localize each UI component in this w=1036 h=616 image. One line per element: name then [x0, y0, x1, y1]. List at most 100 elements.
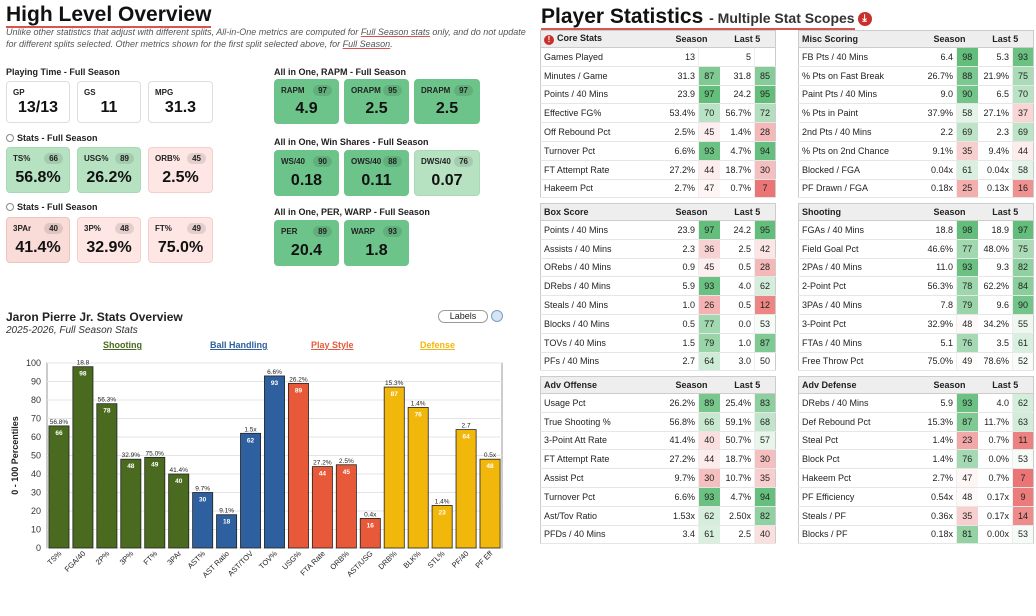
labels-button[interactable]: Labels: [438, 310, 488, 323]
table-row: PF Efficiency 0.54x 48 0.17x 9: [798, 487, 1034, 507]
table-header: Shooting Season Last 5: [798, 203, 1034, 221]
season-value: 1.0: [663, 295, 699, 315]
table-title: Adv Offense: [544, 380, 598, 390]
bar-value-label: 41.4%: [169, 467, 188, 474]
table-row: Games Played 13 5: [540, 47, 776, 67]
overview-note: Unlike other statistics that adjust with…: [6, 27, 526, 49]
table-row: Block Pct 1.4% 76 0.0% 53: [798, 449, 1034, 470]
labels-toggle[interactable]: [491, 310, 503, 322]
row-label: Ast/Tov Ratio: [540, 506, 664, 526]
table-header: Adv Offense Season Last 5: [540, 376, 776, 394]
y-tick-label: 20: [31, 506, 41, 516]
season-value: 2.7%: [663, 179, 699, 199]
table-row: Field Goal Pct 46.6% 77 48.0% 75: [798, 239, 1034, 259]
row-label: Steal Pct: [798, 431, 922, 451]
table-row: FTAs / 40 Mins 5.1 76 3.5 61: [798, 333, 1034, 353]
col-season: Season: [663, 203, 720, 221]
stat-card-per: PER 89 20.4: [274, 220, 339, 266]
row-label: DRebs / 40 Mins: [798, 393, 922, 413]
season-percentile: 89: [698, 393, 720, 413]
radio-icon[interactable]: [6, 134, 14, 142]
season-percentile: 88: [956, 66, 978, 86]
bar-value-label: 1.5x: [244, 426, 257, 433]
radio-icon[interactable]: [6, 203, 14, 211]
row-label: Assist Pct: [540, 468, 664, 488]
table-row: PF Drawn / FGA 0.18x 25 0.13x 16: [798, 179, 1034, 199]
bar-percentile-label: 89: [295, 387, 303, 394]
last5-percentile: 68: [754, 412, 776, 432]
season-percentile: 23: [956, 431, 978, 451]
x-tick-label: FGA/40: [63, 549, 88, 574]
y-tick-label: 100: [26, 358, 41, 368]
season-percentile: 66: [698, 412, 720, 432]
last5-percentile: 95: [754, 220, 776, 240]
bar-percentile-label: 48: [127, 463, 135, 470]
x-tick-label: FTA Rate: [298, 549, 326, 577]
row-label: FT Attempt Rate: [540, 449, 664, 470]
season-percentile: 98: [956, 47, 978, 67]
bar: [48, 425, 70, 549]
bar-percentile-label: 98: [79, 371, 87, 378]
stat-card-gp: GP 13/13: [6, 81, 70, 123]
table-title: Box Score: [544, 207, 589, 217]
stat-card-mpg: MPG 31.3: [148, 81, 213, 123]
row-label: 2PAs / 40 Mins: [798, 258, 922, 278]
season-percentile: 77: [698, 314, 720, 334]
last5-percentile: 75: [1012, 66, 1034, 86]
last5-value: 0.00x: [977, 525, 1013, 545]
row-label: Assists / 40 Mins: [540, 239, 664, 259]
last5-value: 0.7%: [977, 468, 1013, 488]
bar-percentile-label: 16: [367, 522, 375, 529]
table-row: Steals / PF 0.36x 35 0.17x 14: [798, 506, 1034, 526]
season-value: 26.2%: [663, 393, 699, 413]
full-season-link[interactable]: Full Season: [342, 38, 391, 49]
chart-title: Jaron Pierre Jr. Stats Overview: [6, 310, 183, 324]
bar-value-label: 27.2%: [313, 460, 332, 467]
stats-table-box-score: Box Score Season Last 5 Points / 40 Mins 23.…: [540, 203, 776, 372]
season-value: 0.18x: [921, 179, 957, 199]
season-value: 5.1: [921, 333, 957, 353]
season-percentile: 97: [698, 85, 720, 105]
season-value: 31.3: [663, 66, 699, 86]
playing-time-label: Playing Time - Full Season: [6, 67, 120, 77]
bar-value-label: 6.6%: [267, 369, 282, 376]
row-label: Off Rebound Pct: [540, 122, 664, 142]
bar: [383, 386, 405, 549]
row-label: Block Pct: [798, 449, 922, 470]
y-tick-label: 0: [36, 543, 41, 553]
row-label: FGAs / 40 Mins: [798, 220, 922, 240]
table-row: TOVs / 40 Mins 1.5 79 1.0 87: [540, 333, 776, 353]
row-label: DRebs / 40 Mins: [540, 276, 664, 297]
last5-value: 4.0: [719, 276, 755, 297]
bar-percentile-label: 64: [462, 434, 470, 441]
last5-percentile: 12: [754, 295, 776, 315]
table-row: Assists / 40 Mins 2.3 36 2.5 42: [540, 239, 776, 259]
stats-label-1[interactable]: Stats - Full Season: [6, 133, 98, 143]
export-icon[interactable]: ⤓: [857, 12, 872, 26]
bar-value-label: 56.3%: [98, 397, 117, 404]
season-percentile: 93: [956, 393, 978, 413]
stats-label-2[interactable]: Stats - Full Season: [6, 202, 98, 212]
last5-percentile: 30: [754, 160, 776, 180]
last5-value: 4.7%: [719, 141, 755, 161]
season-percentile: 49: [956, 352, 978, 372]
row-label: Hakeem Pct: [798, 468, 922, 488]
stats-overview-chart: 0 10 20 30 40 50 60 70 80 90 100 0 - 100 Percentile…: [10, 358, 503, 579]
season-value: 27.2%: [663, 160, 699, 180]
season-percentile: 47: [956, 468, 978, 488]
last5-percentile: 87: [754, 333, 776, 353]
row-label: True Shooting %: [540, 412, 664, 432]
season-value: 0.5: [663, 314, 699, 334]
table-header: Adv Defense Season Last 5: [798, 376, 1034, 394]
bar: [311, 466, 333, 549]
full-season-stats-link[interactable]: Full Season stats: [360, 27, 430, 37]
bar-value-label: 0.4x: [364, 511, 377, 518]
info-icon[interactable]: !: [544, 35, 554, 45]
table-row: PFDs / 40 Mins 3.4 61 2.5 40: [540, 525, 776, 545]
table-row: Ast/Tov Ratio 1.53x 62 2.50x 82: [540, 506, 776, 526]
table-row: Paint Pts / 40 Mins 9.0 90 6.5 70: [798, 85, 1034, 105]
last5-percentile: 72: [754, 103, 776, 124]
col-last5: Last 5: [977, 30, 1034, 48]
table-header: Misc Scoring Season Last 5: [798, 30, 1034, 48]
row-label: TOVs / 40 Mins: [540, 333, 664, 353]
